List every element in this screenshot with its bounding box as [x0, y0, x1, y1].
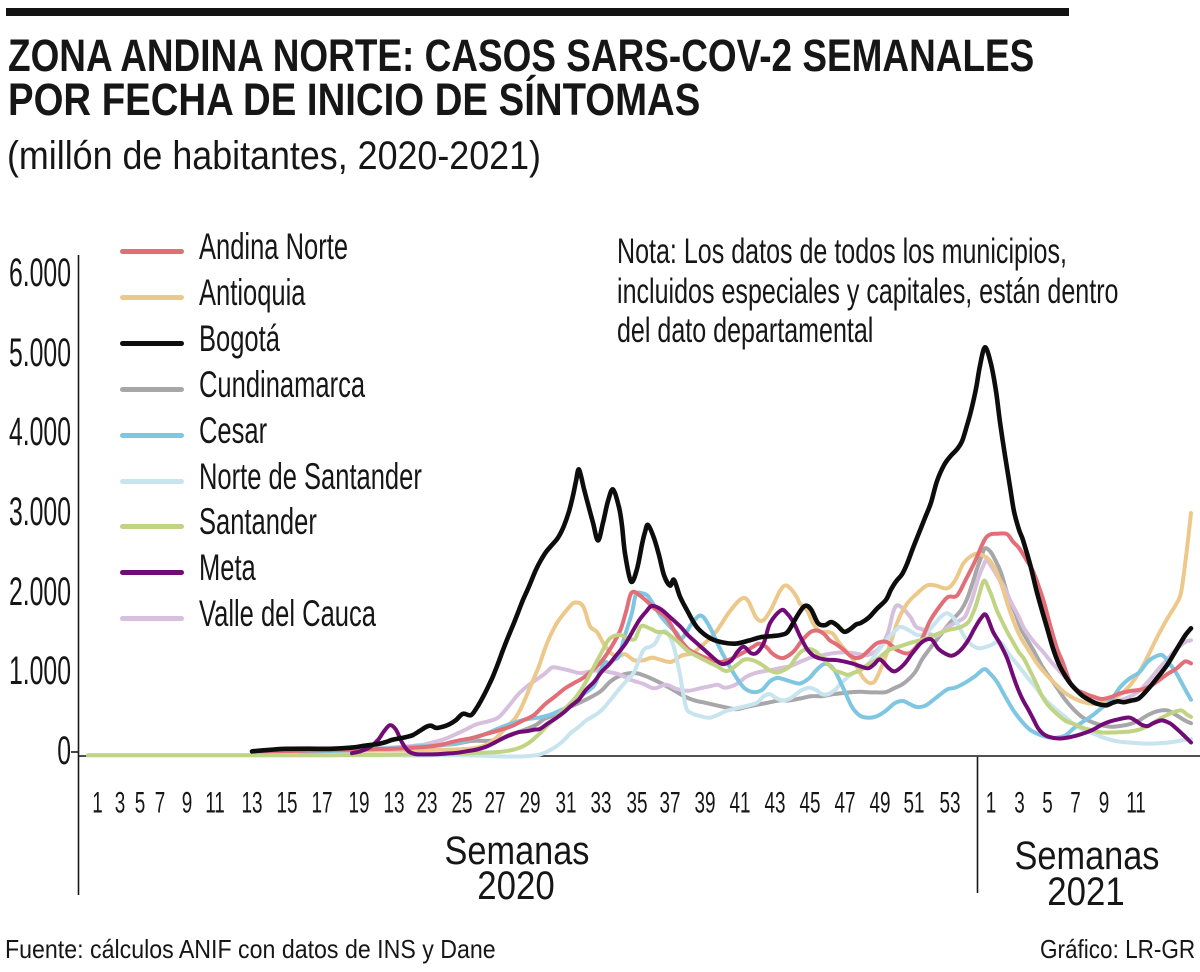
svg-text:53: 53: [939, 786, 960, 820]
svg-text:6.000: 6.000: [9, 251, 71, 295]
svg-text:13: 13: [241, 786, 262, 820]
svg-text:11: 11: [1126, 786, 1146, 820]
svg-text:1.000: 1.000: [9, 649, 71, 693]
svg-text:5: 5: [1042, 786, 1053, 820]
svg-text:11: 11: [205, 786, 225, 820]
svg-text:Semanas: Semanas: [1015, 833, 1160, 878]
svg-text:7: 7: [155, 786, 166, 820]
svg-text:1: 1: [92, 786, 103, 820]
svg-text:3: 3: [1014, 786, 1025, 820]
svg-text:25: 25: [451, 786, 472, 820]
svg-text:7: 7: [1070, 786, 1081, 820]
svg-text:2021: 2021: [1047, 869, 1124, 914]
svg-text:17: 17: [311, 786, 332, 820]
svg-text:2020: 2020: [477, 863, 554, 908]
svg-text:2.000: 2.000: [9, 570, 71, 614]
svg-text:39: 39: [694, 786, 715, 820]
svg-text:1: 1: [986, 786, 997, 820]
svg-text:23: 23: [416, 786, 437, 820]
svg-text:51: 51: [903, 786, 924, 820]
svg-text:47: 47: [834, 786, 855, 820]
svg-text:Semanas: Semanas: [445, 828, 590, 873]
svg-text:45: 45: [799, 786, 820, 820]
svg-text:5: 5: [135, 786, 146, 820]
svg-text:41: 41: [729, 786, 750, 820]
svg-text:4.000: 4.000: [9, 410, 71, 454]
svg-text:33: 33: [590, 786, 611, 820]
svg-text:27: 27: [484, 786, 505, 820]
svg-text:49: 49: [869, 786, 890, 820]
svg-text:3.000: 3.000: [9, 490, 71, 534]
svg-text:37: 37: [659, 786, 680, 820]
svg-text:13: 13: [383, 786, 404, 820]
svg-text:31: 31: [555, 786, 576, 820]
svg-text:29: 29: [519, 786, 540, 820]
svg-text:19: 19: [348, 786, 369, 820]
svg-text:9: 9: [1099, 786, 1110, 820]
svg-text:3: 3: [115, 786, 126, 820]
svg-text:9: 9: [182, 786, 193, 820]
svg-text:35: 35: [626, 786, 647, 820]
svg-text:43: 43: [764, 786, 785, 820]
svg-text:0: 0: [57, 729, 71, 773]
svg-text:15: 15: [276, 786, 297, 820]
svg-text:5.000: 5.000: [9, 331, 71, 375]
